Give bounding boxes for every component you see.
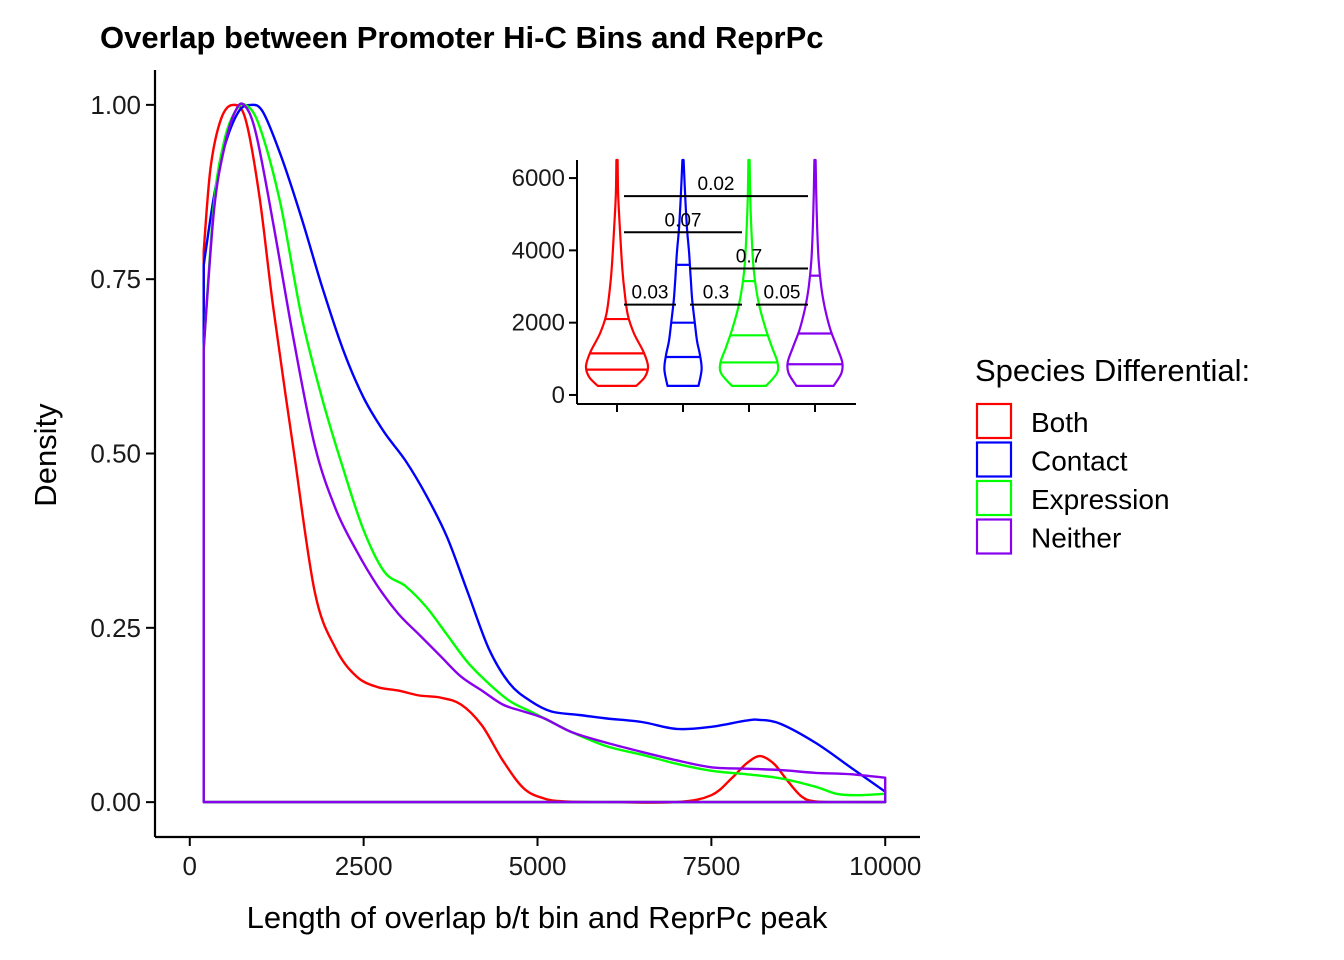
- inset-y-tick-label: 4000: [512, 237, 565, 264]
- inset-y-tick-label: 0: [552, 382, 565, 409]
- violin-neither: [786, 158, 844, 387]
- x-tick-label: 2500: [335, 851, 393, 881]
- comparison-pvalue-label: 0.3: [703, 283, 729, 304]
- x-tick-label: 7500: [682, 851, 740, 881]
- legend-label-expression: Expression: [1031, 484, 1170, 515]
- density-plot: 0 2500 5000 7500 10000 0.00 0.25 0.50 0.75 1.00: [90, 70, 921, 881]
- density-line-expression: [202, 102, 887, 804]
- violin-expression: [718, 158, 780, 387]
- legend-label-both: Both: [1031, 407, 1089, 438]
- y-tick-label: 0.50: [90, 439, 141, 469]
- legend-key-expression: [975, 479, 1013, 517]
- y-axis-title: Density: [28, 403, 63, 507]
- density-line-contact: [202, 103, 887, 804]
- density-line-both: [202, 103, 887, 804]
- x-tick-label: 10000: [849, 851, 921, 881]
- x-axis-title: Length of overlap b/t bin and ReprPc pea…: [247, 900, 828, 935]
- legend-label-neither: Neither: [1031, 523, 1121, 554]
- comparison-pvalue-label: 0.03: [632, 283, 669, 304]
- y-tick-label: 1.00: [90, 90, 141, 120]
- legend-key-both: [975, 402, 1013, 440]
- comparison-pvalue-label: 0.05: [764, 283, 801, 304]
- violin-inset: 0 2000 4000 6000 0.02 0.07 0.7 0.03 0.3 0.05: [512, 158, 856, 412]
- violin-contact: [663, 158, 703, 387]
- x-tick-label: 0: [183, 851, 197, 881]
- comparison-pvalue-label: 0.02: [698, 174, 735, 195]
- legend-label-contact: Contact: [1031, 446, 1128, 477]
- x-tick-label: 5000: [509, 851, 567, 881]
- comparison-pvalue-label: 0.07: [665, 210, 702, 231]
- y-tick-label: 0.75: [90, 264, 141, 294]
- inset-y-tick-label: 6000: [512, 165, 565, 192]
- comparison-pvalue-label: 0.7: [736, 246, 762, 267]
- y-tick-label: 0.00: [90, 787, 141, 817]
- density-line-neither: [202, 102, 887, 804]
- legend-key-contact: [975, 441, 1013, 478]
- violin-both: [584, 158, 650, 387]
- legend: Species Differential: Both Contact Express…: [975, 353, 1250, 555]
- legend-title: Species Differential:: [975, 353, 1250, 388]
- legend-key-neither: [975, 518, 1013, 555]
- y-tick-label: 0.25: [90, 613, 141, 643]
- inset-y-tick-label: 2000: [512, 310, 565, 337]
- chart-title: Overlap between Promoter Hi-C Bins and R…: [100, 20, 824, 55]
